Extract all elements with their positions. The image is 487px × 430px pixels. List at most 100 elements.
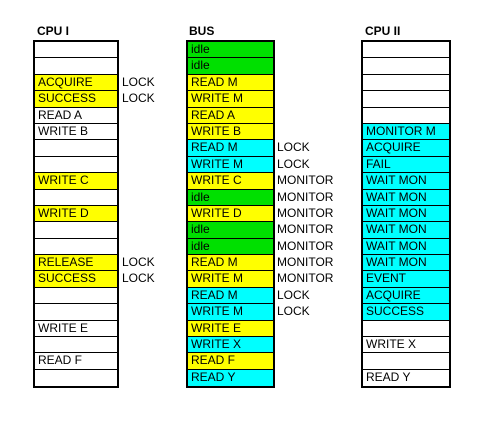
cpu1-cell: WRITE E	[35, 320, 117, 338]
cpu1-cell	[35, 222, 117, 239]
cpu1-cell: SUCCESS	[35, 271, 117, 288]
bus-cell: idle	[188, 42, 273, 59]
bus-cell: WRITE M	[188, 156, 273, 174]
cpu2-cell	[363, 91, 449, 108]
cpu2-cell: MONITOR M	[363, 123, 449, 141]
bus-cell: idle	[188, 189, 273, 206]
bus-note: LOCK	[277, 140, 310, 155]
cpu2-cell: WAIT MON	[363, 222, 449, 239]
bus-note: LOCK	[277, 156, 310, 171]
bus-column: idle idle READ M WRITE M READ A WRITE B READ M…	[186, 40, 275, 389]
bus-note	[277, 42, 333, 58]
cpu1-cell: WRITE C	[35, 173, 117, 190]
bus-note: MONITOR	[277, 255, 334, 270]
cpu1-cell: WRITE B	[35, 123, 117, 141]
cpu1-note	[122, 321, 155, 337]
cpu1-note	[122, 337, 155, 353]
cpu1-cell	[35, 287, 117, 305]
bus-note: MONITOR	[277, 173, 334, 188]
bus-note	[277, 321, 333, 337]
cpu1-cell	[35, 156, 117, 174]
cpu2-cell: WAIT MON	[363, 189, 449, 206]
bus-cell: READ M	[188, 287, 273, 305]
cpu1-note	[122, 124, 155, 140]
bus-cell: WRITE M	[188, 91, 273, 108]
bus-note	[277, 353, 333, 369]
cpu2-cell	[363, 58, 449, 75]
bus-note	[277, 58, 333, 74]
bus-note: MONITOR	[277, 222, 334, 237]
bus-note	[277, 370, 333, 386]
cpu1-note	[122, 140, 155, 156]
cpu2-cell	[363, 107, 449, 124]
bus-cell: WRITE X	[188, 337, 273, 354]
bus-cell: idle	[188, 222, 273, 239]
bus-cell: WRITE C	[188, 173, 273, 190]
bus-notes: LOCK LOCK MONITOR MONITOR MONITOR MONITOR MONI…	[277, 42, 333, 386]
bus-cell: WRITE D	[188, 205, 273, 223]
cpu1-note	[122, 304, 155, 320]
cpu1-note	[122, 190, 155, 206]
cpu1-note	[122, 239, 155, 255]
cpu1-cell: RELEASE	[35, 255, 117, 272]
bus-note: LOCK	[277, 304, 310, 319]
cpu1-cell: READ F	[35, 353, 117, 370]
cpu1-note	[122, 370, 155, 386]
bus-note: MONITOR	[277, 189, 334, 204]
bus-cell: READ M	[188, 140, 273, 157]
cpu2-cell: ACQUIRE	[363, 287, 449, 305]
cpu1-cell	[35, 304, 117, 321]
cpu1-note	[122, 288, 155, 304]
cpu2-cell: WAIT MON	[363, 238, 449, 256]
cpu1-cell	[35, 369, 117, 387]
cpu1-cell: READ A	[35, 107, 117, 124]
cpu1-cell	[35, 42, 117, 59]
cpu2-cell	[363, 74, 449, 92]
cpu1-note: LOCK	[122, 255, 155, 270]
cpu2-cell: SUCCESS	[363, 304, 449, 321]
cpu1-cell	[35, 238, 117, 256]
cpu1-note: LOCK	[122, 74, 155, 89]
cpu1-note	[122, 353, 155, 369]
bus-cell: WRITE M	[188, 304, 273, 321]
cpu1-note	[122, 206, 155, 222]
cpu1-note	[122, 173, 155, 189]
cpu2-cell: READ Y	[363, 369, 449, 387]
bus-cell: WRITE E	[188, 320, 273, 338]
cpu2-cell	[363, 42, 449, 59]
bus-note: MONITOR	[277, 205, 334, 220]
cpu1-note	[122, 157, 155, 173]
header-cpu1: CPU I	[37, 24, 70, 38]
cpu1-note: LOCK	[122, 91, 155, 106]
cpu2-cell: WRITE X	[363, 337, 449, 354]
cpu1-column: ACQUIRE SUCCESS READ A WRITE B WRITE C WRITE …	[33, 40, 119, 389]
cpu1-note: LOCK	[122, 271, 155, 286]
header-cpu2: CPU II	[365, 24, 401, 38]
cpu2-cell: WAIT MON	[363, 173, 449, 190]
bus-cell: idle	[188, 238, 273, 256]
cpu1-cell	[35, 189, 117, 206]
bus-cell: READ F	[188, 353, 273, 370]
cpu2-cell: ACQUIRE	[363, 140, 449, 157]
bus-note: MONITOR	[277, 271, 334, 286]
bus-cell: WRITE B	[188, 123, 273, 141]
bus-note	[277, 124, 333, 140]
cpu1-note	[122, 222, 155, 238]
bus-note: MONITOR	[277, 238, 334, 253]
bus-note: LOCK	[277, 287, 310, 302]
bus-cell: idle	[188, 58, 273, 75]
cpu2-cell	[363, 320, 449, 338]
cpu1-cell	[35, 140, 117, 157]
bus-note	[277, 108, 333, 124]
cpu1-note	[122, 58, 155, 74]
cpu1-cell: WRITE D	[35, 205, 117, 223]
cpu2-cell	[363, 353, 449, 370]
cpu2-cell: WAIT MON	[363, 255, 449, 272]
cpu1-note	[122, 108, 155, 124]
cpu2-cell: FAIL	[363, 156, 449, 174]
bus-cell: READ M	[188, 255, 273, 272]
cpu1-cell: SUCCESS	[35, 91, 117, 108]
bus-cell: READ M	[188, 74, 273, 92]
bus-note	[277, 91, 333, 107]
bus-note	[277, 75, 333, 91]
